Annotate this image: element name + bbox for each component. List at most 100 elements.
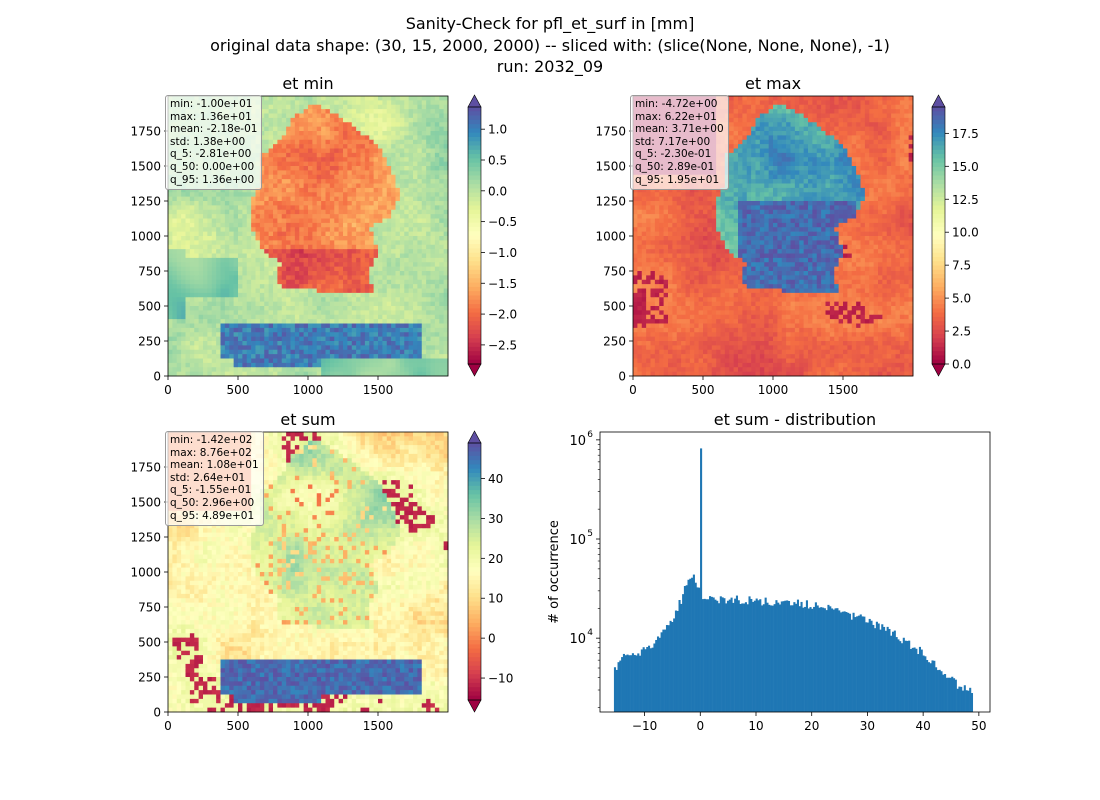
heatmap-cell (434, 279, 440, 285)
heatmap-cell (224, 354, 230, 359)
heatmap-cell (246, 279, 252, 285)
heatmap-cell (207, 327, 213, 333)
heatmap-cell (434, 161, 440, 167)
heatmap-cell (408, 319, 414, 324)
heatmap-cell (843, 144, 848, 149)
heatmap-cell (242, 358, 248, 364)
heatmap-cell (443, 249, 449, 254)
heatmap-cell (294, 244, 300, 250)
heatmap-cell (281, 209, 287, 215)
heatmap-cell (268, 306, 274, 311)
heatmap-cell (303, 179, 309, 184)
heatmap-cell (430, 310, 436, 316)
heatmap-cell (325, 249, 331, 254)
heatmap-cell (281, 314, 287, 320)
heatmap-cell (251, 288, 256, 294)
heatmap-cell (755, 104, 761, 110)
heatmap-cell (220, 205, 226, 211)
colorbar-segment (468, 218, 481, 224)
heatmap-cell (882, 100, 888, 106)
heatmap-cell (378, 310, 383, 316)
heatmap-cell (246, 354, 252, 359)
heatmap-cell (264, 292, 269, 298)
heatmap-cell (395, 209, 401, 215)
heatmap-cell (286, 292, 291, 298)
heatmap-cell (408, 231, 414, 237)
heatmap-cell (325, 161, 331, 167)
heatmap-cell (308, 306, 313, 311)
heatmap-cell (421, 148, 427, 154)
heatmap-cell (189, 266, 195, 272)
heatmap-cell (294, 183, 300, 189)
heatmap-cell (369, 227, 374, 232)
heatmap-cell (273, 332, 278, 337)
heatmap-cell (264, 323, 269, 329)
heatmap-cell (172, 349, 178, 355)
heatmap-cell (194, 249, 199, 254)
heatmap-cell (421, 345, 427, 351)
heatmap-cell (316, 201, 322, 206)
heatmap-cell (799, 96, 804, 101)
heatmap-cell (334, 275, 339, 281)
heatmap-cell (181, 319, 186, 324)
heatmap-cell (382, 319, 388, 324)
heatmap-cell (264, 271, 269, 276)
heatmap-cell (378, 271, 383, 276)
heatmap-cell (308, 301, 313, 307)
heatmap-cell (364, 209, 370, 215)
heatmap-cell (316, 354, 322, 359)
heatmap-cell (308, 113, 313, 119)
heatmap-cell (273, 183, 278, 189)
heatmap-cell (399, 244, 405, 250)
heatmap-cell (439, 109, 444, 114)
heatmap-cell (316, 152, 322, 158)
heatmap-cell (729, 113, 734, 119)
heatmap-cell (259, 341, 265, 346)
heatmap-cell (277, 292, 283, 298)
heatmap-cell (360, 117, 366, 123)
heatmap-cell (211, 349, 217, 355)
heatmap-cell (347, 104, 353, 110)
heatmap-cell (421, 201, 427, 206)
heatmap-cell (294, 139, 300, 145)
heatmap-cell (404, 279, 409, 285)
heatmap-cell (329, 96, 335, 101)
heatmap-cell (224, 249, 230, 254)
heatmap-cell (255, 214, 261, 219)
heatmap-cell (290, 122, 296, 127)
heatmap-cell (799, 113, 804, 119)
heatmap-cell (421, 179, 427, 184)
heatmap-cell (198, 336, 204, 342)
heatmap-cell (281, 214, 287, 219)
heatmap-cell (277, 100, 283, 106)
heatmap-cell (443, 240, 449, 246)
heatmap-cell (268, 117, 274, 123)
heatmap-cell (325, 240, 331, 246)
heatmap-cell (277, 157, 283, 162)
heatmap-cell (329, 319, 335, 324)
heatmap-cell (264, 135, 269, 141)
heatmap-cell (733, 109, 739, 114)
heatmap-cell (312, 113, 318, 119)
heatmap-cell (733, 144, 739, 149)
heatmap-cell (825, 96, 831, 101)
heatmap-cell (434, 327, 440, 333)
heatmap-cell (273, 113, 278, 119)
heatmap-cell (334, 152, 339, 158)
heatmap-cell (382, 332, 388, 337)
heatmap-cell (413, 345, 418, 351)
heatmap-cell (294, 341, 300, 346)
heatmap-cell (430, 306, 436, 311)
heatmap-cell (181, 231, 186, 237)
heatmap-cell (759, 126, 765, 132)
heatmap-cell (207, 301, 213, 307)
heatmap-cell (764, 144, 769, 149)
heatmap-cell (413, 231, 418, 237)
heatmap-cell (303, 257, 309, 263)
heatmap-cell (216, 323, 221, 329)
heatmap-cell (843, 113, 848, 119)
heatmap-cell (439, 201, 444, 206)
heatmap-cell (316, 218, 322, 224)
heatmap-cell (799, 109, 804, 114)
heatmap-cell (356, 209, 361, 215)
